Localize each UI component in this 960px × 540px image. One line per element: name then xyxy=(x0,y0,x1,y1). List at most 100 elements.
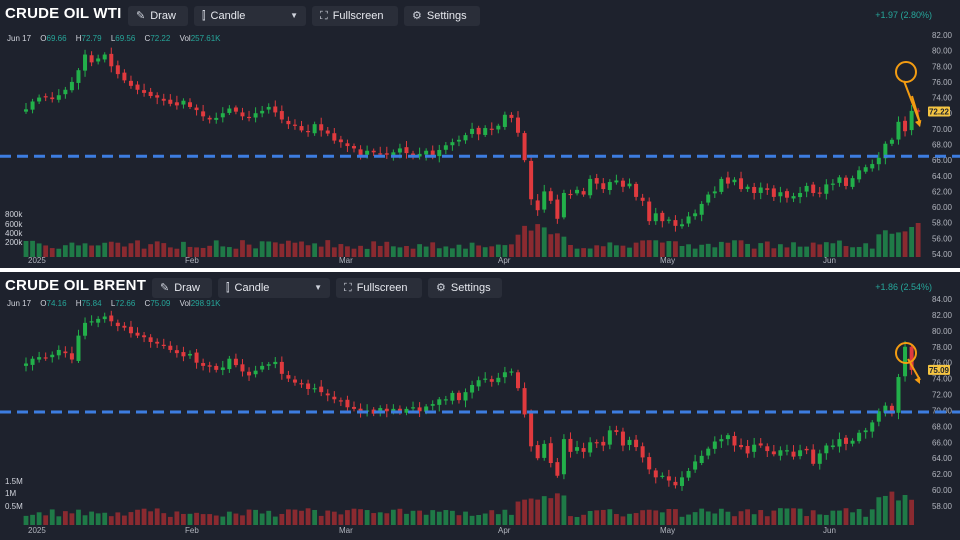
volume-bar xyxy=(220,246,226,257)
candle xyxy=(830,445,835,448)
candle xyxy=(745,186,750,190)
ohlc-legend: Jun 17 O69.66 H72.79 L69.56 C72.22 Vol25… xyxy=(7,34,221,43)
candle xyxy=(279,361,284,374)
candle xyxy=(607,182,612,191)
candle xyxy=(699,203,704,215)
ohlc-open: 74.16 xyxy=(46,299,67,308)
candle xyxy=(752,186,757,193)
volume-bar xyxy=(535,224,541,257)
draw-button[interactable]: ✎ Draw xyxy=(128,6,188,26)
pencil-icon: ✎ xyxy=(136,10,146,22)
candle xyxy=(758,443,763,446)
candle xyxy=(50,354,55,358)
fullscreen-button[interactable]: ⛶ Fullscreen xyxy=(312,6,398,26)
volume-bar xyxy=(443,510,449,525)
candle xyxy=(686,216,691,224)
candle xyxy=(76,70,81,83)
volume-bar xyxy=(43,515,49,525)
last-price-tag xyxy=(928,106,950,117)
candle xyxy=(673,481,678,486)
volume-bar xyxy=(673,241,678,257)
candle xyxy=(142,90,147,93)
volume-bar xyxy=(843,246,849,257)
candle xyxy=(666,219,671,221)
candle xyxy=(148,91,153,97)
x-tick-label: Mar xyxy=(339,526,353,535)
chart-type-label: Candle xyxy=(210,10,246,22)
volume-bar xyxy=(404,246,409,257)
candle xyxy=(844,177,848,186)
volume-bar xyxy=(299,241,304,257)
candle xyxy=(188,102,192,107)
volume-bar xyxy=(305,245,311,257)
volume-bar xyxy=(187,246,193,257)
candle xyxy=(463,392,468,401)
candle xyxy=(450,392,455,401)
candle xyxy=(660,475,665,477)
ohlc-high: 75.84 xyxy=(81,299,102,308)
candle xyxy=(319,124,324,131)
candlestick-icon: ⫿ xyxy=(202,10,206,22)
settings-button[interactable]: ⚙ Settings xyxy=(428,278,502,298)
volume-bar xyxy=(620,516,626,525)
candle xyxy=(69,353,74,360)
draw-label: Draw xyxy=(174,282,200,294)
candle xyxy=(575,447,580,451)
volume-bar xyxy=(738,511,744,525)
candle xyxy=(876,157,881,165)
candle xyxy=(771,188,776,197)
candle xyxy=(712,191,717,194)
candle xyxy=(358,149,363,157)
annotation-circle xyxy=(895,342,917,364)
volume-bar xyxy=(148,244,154,257)
volume-bar xyxy=(810,242,816,257)
candle xyxy=(529,160,534,200)
volume-tick-label: 200k xyxy=(5,238,23,247)
volume-bar xyxy=(528,498,534,525)
fullscreen-button[interactable]: ⛶ Fullscreen xyxy=(336,278,422,298)
draw-button[interactable]: ✎ Draw xyxy=(152,278,212,298)
volume-bar xyxy=(325,510,331,525)
brent-candlestick-plot[interactable]: 84.0082.0080.0078.0076.0074.0072.0070.00… xyxy=(0,272,960,540)
volume-bar xyxy=(581,248,586,257)
volume-bar xyxy=(738,240,744,257)
candle xyxy=(496,377,501,383)
chart-type-select[interactable]: ⫿ Candle ▼ xyxy=(218,278,330,298)
candle xyxy=(181,352,186,357)
volume-bar xyxy=(646,240,652,257)
candle xyxy=(378,153,383,155)
volume-bar xyxy=(246,244,252,257)
x-tick-label: Jun xyxy=(823,256,836,265)
candle xyxy=(634,439,639,448)
volume-bar xyxy=(869,509,875,525)
candle xyxy=(509,114,514,118)
candle xyxy=(739,178,744,190)
volume-bar xyxy=(161,243,167,257)
volume-bar xyxy=(213,515,219,525)
candle xyxy=(712,441,717,449)
wti-candlestick-plot[interactable]: 82.0080.0078.0076.0074.0072.0070.0068.00… xyxy=(0,0,960,268)
candle xyxy=(798,450,803,457)
candle xyxy=(889,405,894,414)
volume-bar xyxy=(135,240,140,257)
volume-bar xyxy=(614,245,619,257)
candle xyxy=(535,200,540,211)
volume-bar xyxy=(876,497,882,525)
settings-button[interactable]: ⚙ Settings xyxy=(404,6,480,26)
volume-bar xyxy=(200,514,206,525)
candle xyxy=(653,470,658,478)
candle xyxy=(706,448,711,456)
chart-type-select[interactable]: ⫿ Candle ▼ xyxy=(194,6,306,26)
volume-bar xyxy=(909,227,914,257)
candle xyxy=(352,406,356,409)
candle xyxy=(863,430,868,433)
candle xyxy=(817,192,822,194)
volume-bar xyxy=(148,511,154,525)
candle xyxy=(286,375,291,379)
candle xyxy=(128,326,133,334)
candle xyxy=(424,406,429,412)
candle xyxy=(476,380,481,387)
candle xyxy=(614,180,619,183)
ohlc-legend: Jun 17 O74.16 H75.84 L72.66 C75.09 Vol29… xyxy=(7,299,221,308)
candle xyxy=(693,461,698,470)
